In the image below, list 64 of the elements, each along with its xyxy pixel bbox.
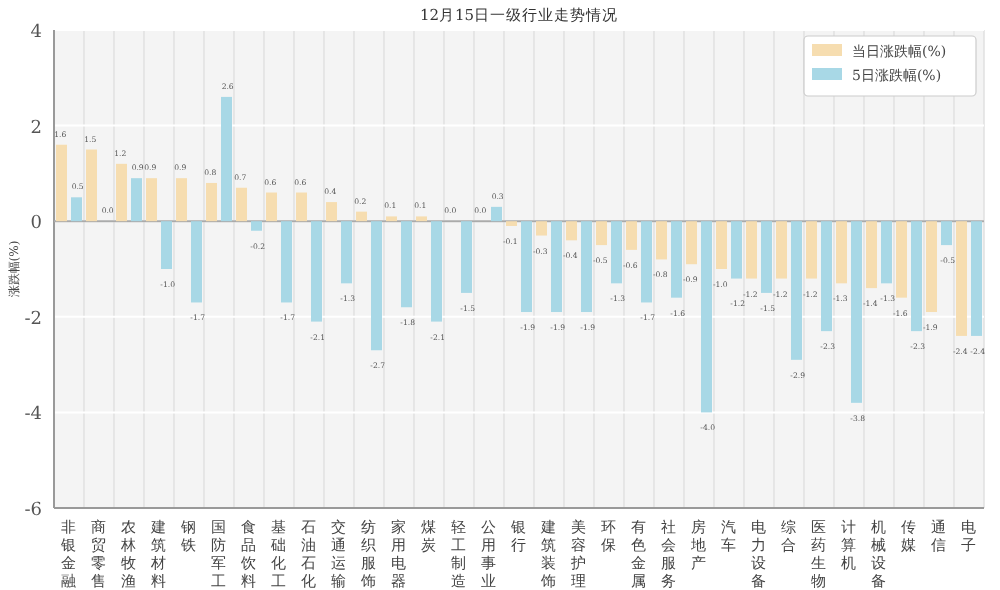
bar bbox=[311, 221, 322, 322]
bar bbox=[716, 221, 727, 269]
bar bbox=[266, 192, 277, 222]
bar bbox=[641, 221, 652, 303]
bar bbox=[866, 221, 877, 289]
bar bbox=[116, 163, 127, 222]
bar bbox=[236, 187, 247, 222]
y-tick-label: -2 bbox=[24, 309, 42, 330]
y-tick-label: 2 bbox=[30, 118, 42, 139]
bar bbox=[581, 221, 592, 313]
bar bbox=[746, 221, 757, 279]
bar bbox=[221, 96, 232, 222]
bar bbox=[836, 221, 847, 284]
bar bbox=[791, 221, 802, 360]
bar bbox=[416, 216, 427, 222]
bar bbox=[491, 206, 502, 222]
bar bbox=[521, 221, 532, 313]
bar bbox=[701, 221, 712, 413]
bar bbox=[536, 221, 547, 236]
bar bbox=[551, 221, 562, 313]
bar bbox=[191, 221, 202, 303]
bar bbox=[776, 221, 787, 279]
bar bbox=[821, 221, 832, 332]
bar bbox=[386, 216, 397, 222]
bar bbox=[806, 221, 817, 279]
bar bbox=[431, 221, 442, 322]
bar bbox=[251, 221, 262, 231]
bar bbox=[731, 221, 742, 279]
bar bbox=[371, 221, 382, 351]
bar bbox=[206, 182, 217, 222]
bar bbox=[611, 221, 622, 284]
y-tick-label: 4 bbox=[30, 23, 43, 43]
bar bbox=[176, 178, 187, 222]
bar bbox=[326, 202, 337, 222]
bar bbox=[671, 221, 682, 298]
bar bbox=[161, 221, 172, 269]
y-tick-label: 0 bbox=[30, 214, 43, 235]
bar bbox=[941, 221, 952, 246]
y-tick-label: -6 bbox=[24, 501, 43, 521]
bar bbox=[401, 221, 412, 308]
bar bbox=[656, 221, 667, 260]
bar bbox=[146, 178, 157, 222]
bar bbox=[896, 221, 907, 298]
bar bbox=[296, 192, 307, 222]
bar bbox=[971, 221, 982, 336]
bar bbox=[281, 221, 292, 303]
bar bbox=[341, 221, 352, 284]
bar bbox=[86, 149, 97, 222]
bar bbox=[71, 197, 82, 222]
bar bbox=[626, 221, 637, 250]
bar bbox=[956, 221, 967, 336]
bar bbox=[566, 221, 577, 241]
bar bbox=[461, 221, 472, 293]
bar bbox=[911, 221, 922, 332]
bar bbox=[596, 221, 607, 246]
bar bbox=[56, 144, 67, 222]
bar bbox=[851, 221, 862, 403]
bar bbox=[881, 221, 892, 284]
bar bbox=[356, 211, 367, 222]
y-tick-label: -4 bbox=[24, 405, 43, 426]
bar bbox=[686, 221, 697, 265]
bar bbox=[761, 221, 772, 293]
bar bbox=[131, 178, 142, 222]
bar bbox=[926, 221, 937, 313]
